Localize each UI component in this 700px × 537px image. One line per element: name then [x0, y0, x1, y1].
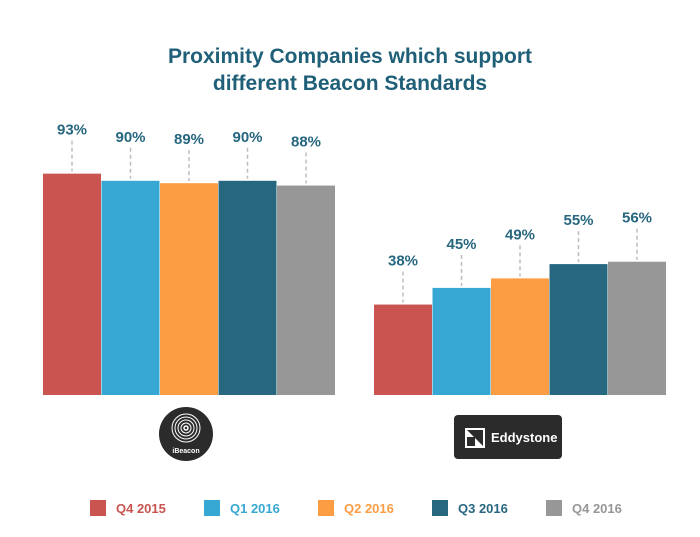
value-label: 93% — [57, 122, 87, 139]
bar-eddystone-q2-2016 — [491, 278, 549, 395]
legend-label: Q1 2016 — [230, 501, 280, 516]
value-label: 89% — [174, 131, 204, 148]
value-label: 49% — [505, 226, 535, 243]
bar-ibeacon-q3-2016 — [218, 180, 277, 395]
legend-label: Q4 2016 — [572, 501, 622, 516]
ibeacon-badge-circle — [159, 407, 213, 461]
eddystone-badge-label: Eddystone — [491, 430, 557, 445]
legend-swatch — [204, 500, 220, 516]
chart-title-line-1: Proximity Companies which support — [168, 45, 532, 68]
value-label: 38% — [388, 253, 418, 270]
ibeacon-badge: iBeacon — [159, 407, 213, 461]
chart-title-line-2: different Beacon Standards — [213, 72, 487, 95]
eddystone-logo-icon — [465, 428, 485, 448]
ibeacon-badge-label: iBeacon — [172, 448, 199, 455]
legend-label: Q2 2016 — [344, 501, 394, 516]
legend-swatch — [432, 500, 448, 516]
chart-title: Proximity Companies which support differ… — [168, 45, 532, 95]
ibeacon-logo-icon — [171, 413, 201, 443]
value-label: 90% — [115, 129, 145, 146]
bar-ibeacon-q4-2016 — [277, 185, 335, 395]
bar-ibeacon-q1-2016 — [101, 180, 160, 395]
legend-label: Q4 2015 — [116, 501, 166, 516]
bar-ibeacon-q2-2016 — [160, 183, 218, 395]
bars-layer: 93% 90% 89% 90% 88% 38% 45% 49% 55% 56% — [43, 122, 666, 395]
eddystone-badge: Eddystone — [454, 415, 562, 459]
legend-label: Q3 2016 — [458, 501, 508, 516]
legend-swatch — [546, 500, 562, 516]
value-label: 56% — [622, 210, 652, 227]
bar-eddystone-q1-2016 — [432, 287, 491, 395]
value-label: 45% — [446, 236, 476, 253]
value-label: 90% — [232, 129, 262, 146]
legend-swatch — [90, 500, 106, 516]
value-label: 88% — [291, 134, 321, 151]
bar-eddystone-q4-2015 — [374, 304, 432, 395]
legend-swatch — [318, 500, 334, 516]
bar-eddystone-q4-2016 — [608, 261, 666, 395]
value-label: 55% — [563, 212, 593, 229]
bar-ibeacon-q4-2015 — [43, 173, 101, 395]
bar-eddystone-q3-2016 — [549, 264, 608, 395]
legend: Q4 2015 Q1 2016 Q2 2016 Q3 2016 Q4 2016 — [90, 500, 622, 516]
